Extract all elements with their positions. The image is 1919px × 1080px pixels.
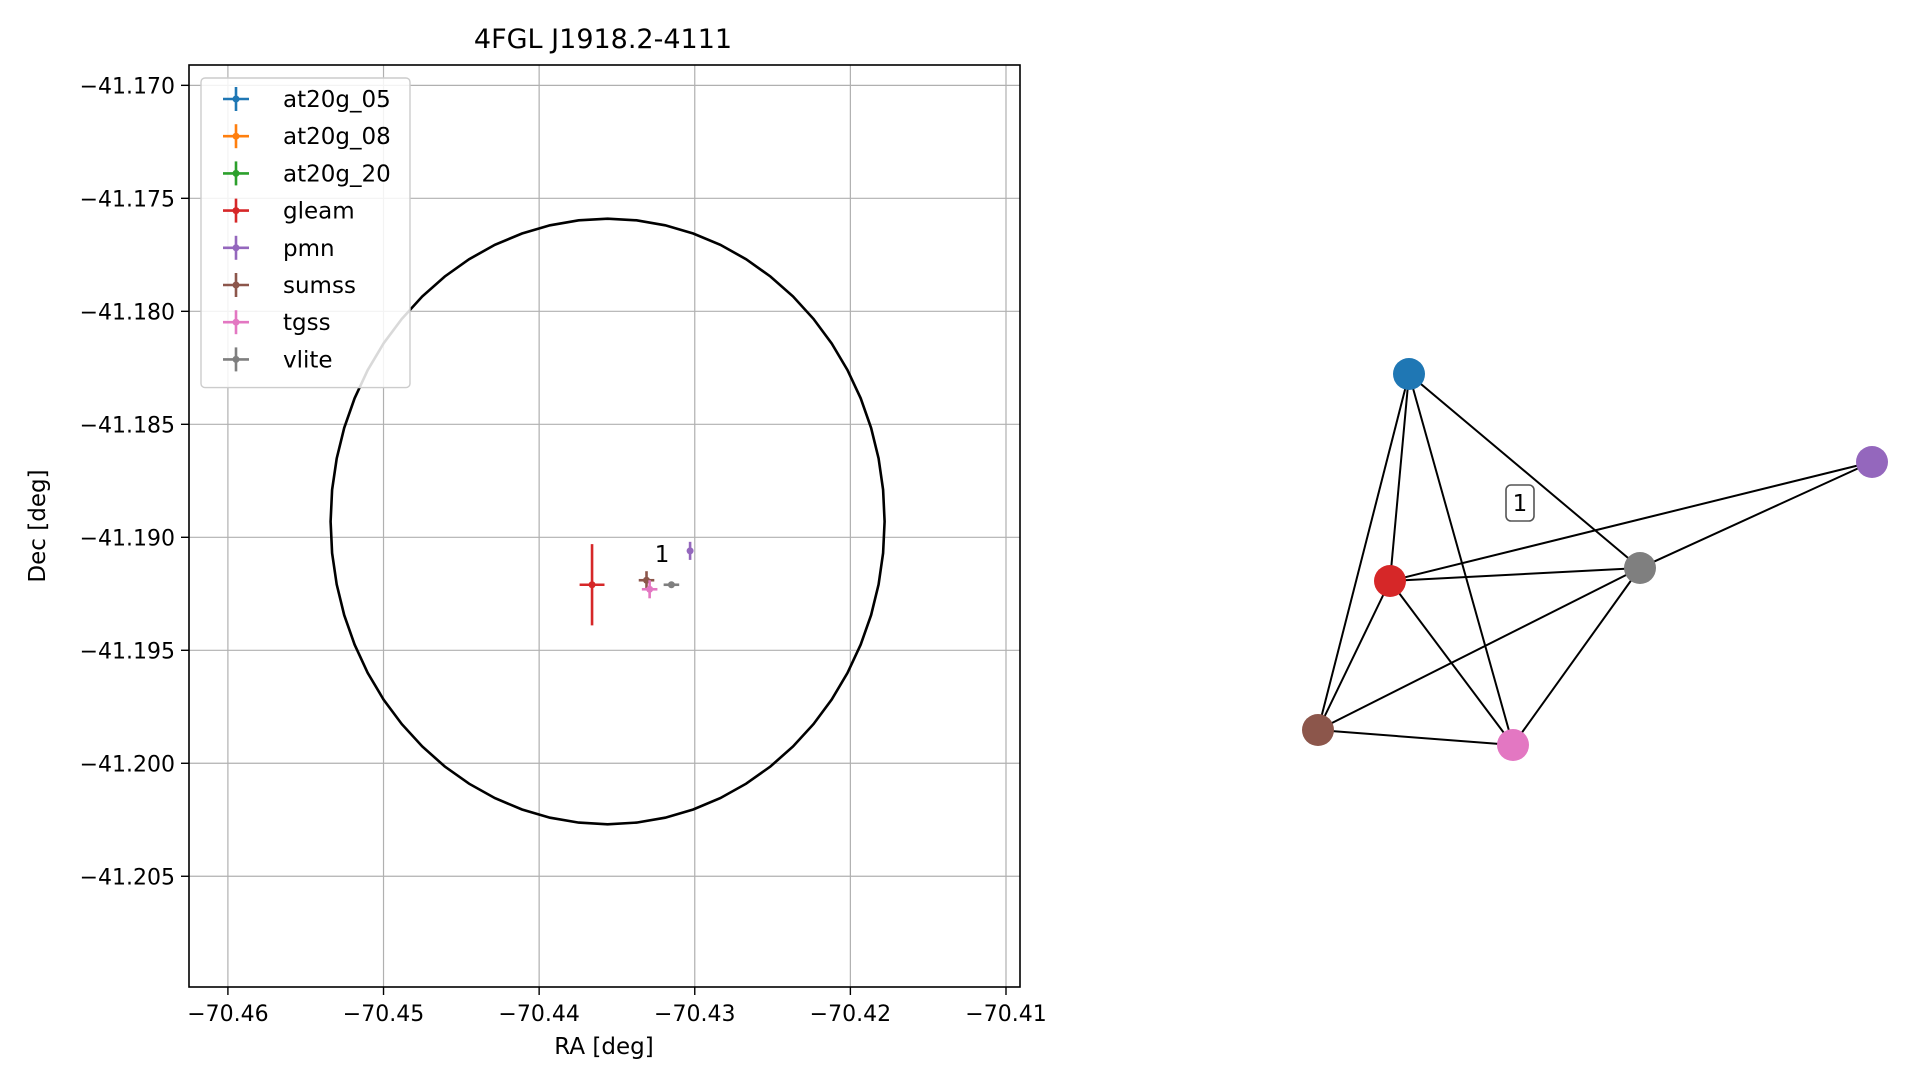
marker	[667, 581, 675, 589]
edge-vlite-tgss	[1512, 567, 1641, 746]
graph-label-text: 1	[1513, 491, 1528, 517]
edge-vlite-sumss	[1317, 567, 1641, 731]
edge-gleam-vlite	[1389, 567, 1641, 582]
legend-marker-dot	[232, 318, 240, 326]
x-tick-label: −70.45	[343, 1002, 424, 1027]
edge-pmn-gleam	[1389, 461, 1873, 582]
node-tgss	[1497, 729, 1529, 761]
graph-label-box: 1	[1505, 484, 1535, 522]
legend-item-at20g_05: at20g_05	[223, 87, 391, 113]
edge-at20g-tgss	[1408, 373, 1514, 746]
node-sumss	[1302, 714, 1334, 746]
legend-label: gleam	[283, 199, 355, 225]
y-tick-label: −41.205	[80, 865, 175, 890]
data-points	[579, 541, 694, 626]
edge-pmn-vlite	[1639, 461, 1873, 569]
graph-nodes	[1302, 358, 1888, 761]
legend-label: tgss	[283, 310, 331, 336]
legend-label: sumss	[283, 273, 356, 299]
network-graph: 1	[1302, 358, 1888, 761]
legend-marker-dot	[232, 244, 240, 252]
ellipse-layer	[329, 217, 886, 826]
y-tick-label: −41.195	[80, 639, 175, 664]
plot-frame	[188, 64, 1021, 988]
legend-marker-dot	[232, 95, 240, 103]
legend-item-sumss: sumss	[223, 273, 356, 299]
y-tick-label: −41.200	[80, 752, 175, 777]
point-pmn	[686, 541, 694, 560]
legend-item-at20g_20: at20g_20	[223, 161, 391, 187]
graph-label-frame	[1505, 484, 1535, 522]
edge-sumss-tgss	[1317, 729, 1514, 746]
x-tick-label: −70.46	[187, 1002, 268, 1027]
x-tick-label: −70.44	[498, 1002, 579, 1027]
cluster-annotation: 1	[655, 542, 670, 568]
marker	[588, 581, 596, 589]
edge-at20g-vlite	[1408, 373, 1641, 569]
node-vlite	[1624, 552, 1656, 584]
y-tick-label: −41.185	[80, 413, 175, 438]
node-at20g	[1393, 358, 1425, 390]
chart-title: 4FGL J1918.2-4111	[474, 24, 732, 55]
legend-item-tgss: tgss	[223, 310, 331, 336]
legend-marker-dot	[232, 355, 240, 363]
x-tick-label: −70.42	[810, 1002, 891, 1027]
marker	[646, 585, 654, 593]
point-vlite	[663, 581, 680, 589]
legend-label: at20g_20	[283, 161, 391, 187]
error-ellipse	[329, 217, 886, 826]
legend-label: at20g_08	[283, 124, 391, 150]
legend-marker-dot	[232, 281, 240, 289]
legend-label: vlite	[283, 347, 333, 373]
y-axis-label: Dec [deg]	[25, 469, 51, 582]
edge-at20g-gleam	[1389, 373, 1410, 582]
grid	[189, 65, 1020, 987]
legend-label: at20g_05	[283, 87, 391, 113]
legend-item-gleam: gleam	[223, 198, 355, 225]
node-gleam	[1374, 565, 1406, 597]
y-tick-label: −41.180	[80, 300, 175, 325]
scatter-panel: 4FGL J1918.2-4111 1 −70.46 −70.45 −70.44 −7…	[25, 24, 1047, 1060]
legend-marker-dot	[232, 169, 240, 177]
y-tick-label: −41.175	[80, 187, 175, 212]
node-pmn	[1856, 446, 1888, 478]
point-tgss	[641, 580, 658, 599]
y-tick-label: −41.190	[80, 526, 175, 551]
marker	[643, 576, 651, 584]
legend-marker-dot	[232, 207, 240, 215]
legend-marker-dot	[232, 132, 240, 140]
x-tick-label: −70.43	[654, 1002, 735, 1027]
legend-label: pmn	[283, 236, 335, 262]
marker	[686, 547, 694, 555]
x-axis-label: RA [deg]	[554, 1034, 653, 1060]
legend-item-at20g_08: at20g_08	[223, 124, 391, 150]
legend-box	[200, 77, 411, 389]
edge-at20g-sumss	[1317, 373, 1410, 731]
point-sumss	[638, 571, 655, 590]
annotations: 1	[655, 542, 670, 568]
y-axis: −41.170 −41.175 −41.180 −41.185 −41.190 −41.1…	[80, 74, 189, 890]
x-tick-label: −70.41	[965, 1002, 1046, 1027]
legend-item-pmn: pmn	[223, 235, 335, 262]
x-axis: −70.46 −70.45 −70.44 −70.43 −70.42 −70.41	[187, 987, 1047, 1027]
legend-item-vlite: vlite	[223, 347, 333, 373]
edge-gleam-sumss	[1317, 580, 1391, 731]
y-tick-label: −41.170	[80, 74, 175, 99]
graph-edges	[1317, 373, 1873, 746]
point-gleam	[579, 544, 605, 626]
